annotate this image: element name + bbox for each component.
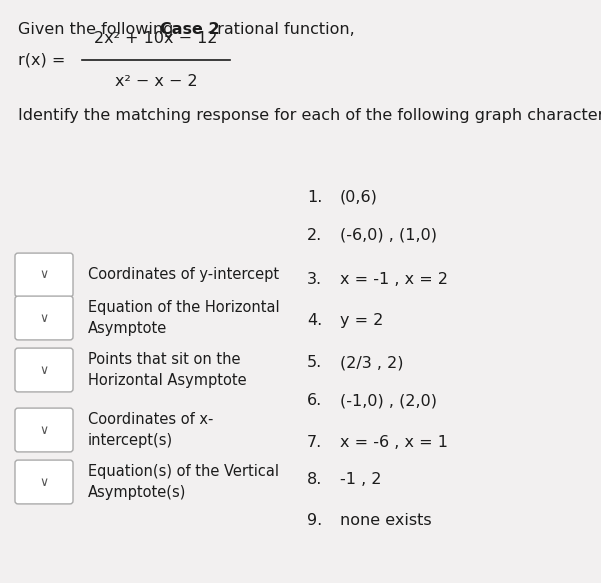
Text: ∨: ∨ xyxy=(40,311,49,325)
Text: ∨: ∨ xyxy=(40,269,49,282)
Text: Case 2: Case 2 xyxy=(160,22,219,37)
Text: x = -1 , x = 2: x = -1 , x = 2 xyxy=(340,272,448,287)
Text: (-6,0) , (1,0): (-6,0) , (1,0) xyxy=(340,228,437,243)
Text: 3.: 3. xyxy=(307,272,322,287)
Text: Coordinates of y-intercept: Coordinates of y-intercept xyxy=(88,268,279,283)
Text: ∨: ∨ xyxy=(40,476,49,489)
Text: (2/3 , 2): (2/3 , 2) xyxy=(340,355,403,370)
Text: 8.: 8. xyxy=(307,472,322,487)
Text: -1 , 2: -1 , 2 xyxy=(340,472,382,487)
Text: y = 2: y = 2 xyxy=(340,313,383,328)
Text: 5.: 5. xyxy=(307,355,322,370)
Text: (-1,0) , (2,0): (-1,0) , (2,0) xyxy=(340,393,437,408)
Text: ∨: ∨ xyxy=(40,423,49,437)
Text: 6.: 6. xyxy=(307,393,322,408)
Text: ∨: ∨ xyxy=(40,363,49,377)
Text: 2.: 2. xyxy=(307,228,322,243)
Text: rational function,: rational function, xyxy=(212,22,355,37)
Text: 4.: 4. xyxy=(307,313,322,328)
Text: none exists: none exists xyxy=(340,513,432,528)
Text: Identify the matching response for each of the following graph characteristics.: Identify the matching response for each … xyxy=(18,108,601,123)
Text: r(x) =: r(x) = xyxy=(18,52,66,68)
Text: Points that sit on the
Horizontal Asymptote: Points that sit on the Horizontal Asympt… xyxy=(88,352,246,388)
FancyBboxPatch shape xyxy=(15,460,73,504)
Text: Coordinates of x-
intercept(s): Coordinates of x- intercept(s) xyxy=(88,412,213,448)
Text: 7.: 7. xyxy=(307,435,322,450)
Text: 9.: 9. xyxy=(307,513,322,528)
Text: Given the following: Given the following xyxy=(18,22,178,37)
FancyBboxPatch shape xyxy=(15,253,73,297)
Text: 2x² + 10x − 12: 2x² + 10x − 12 xyxy=(94,31,218,46)
Text: x = -6 , x = 1: x = -6 , x = 1 xyxy=(340,435,448,450)
Text: 1.: 1. xyxy=(307,190,322,205)
FancyBboxPatch shape xyxy=(15,348,73,392)
Text: x² − x − 2: x² − x − 2 xyxy=(115,74,197,89)
Text: Equation(s) of the Vertical
Asymptote(s): Equation(s) of the Vertical Asymptote(s) xyxy=(88,464,279,500)
Text: Equation of the Horizontal
Asymptote: Equation of the Horizontal Asymptote xyxy=(88,300,279,336)
Text: (0,6): (0,6) xyxy=(340,190,378,205)
FancyBboxPatch shape xyxy=(15,408,73,452)
FancyBboxPatch shape xyxy=(15,296,73,340)
